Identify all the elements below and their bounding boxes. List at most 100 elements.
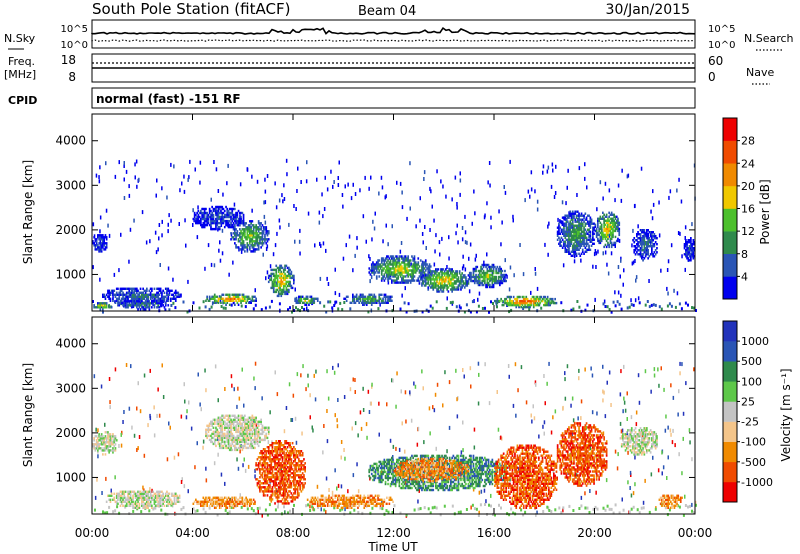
power-echo-cell (614, 241, 617, 245)
power-echo-cell (239, 217, 241, 221)
power-echo-cell (211, 215, 213, 219)
power-scatter-cell (584, 176, 586, 181)
power-echo-cell (453, 286, 456, 289)
power-echo-cell (558, 230, 560, 233)
power-scatter-cell (419, 196, 421, 201)
power-echo-cell (271, 268, 274, 272)
power-echo-cell (600, 231, 603, 235)
velocity-echo-cell (95, 447, 98, 450)
power-echo-cell (237, 238, 240, 241)
power-scatter-cell (330, 169, 332, 174)
power-echo-cell (569, 212, 572, 215)
velocity-echo-cell (105, 441, 108, 444)
power-echo-cell (374, 263, 377, 266)
power-echo-cell (436, 290, 438, 293)
power-echo-cell (202, 211, 205, 215)
power-echo-cell (584, 242, 587, 245)
velocity-scatter-cell (584, 491, 586, 496)
power-echo-cell (406, 259, 408, 262)
power-echo-cell (412, 273, 414, 276)
power-echo-cell (571, 218, 574, 221)
power-echo-cell (94, 240, 97, 243)
power-echo-cell (397, 267, 399, 270)
power-echo-cell (447, 276, 450, 279)
power-echo-cell (394, 273, 397, 276)
power-echo-cell (216, 215, 219, 219)
power-echo-cell (230, 299, 232, 302)
velocity-echo-cell (110, 437, 113, 440)
velocity-echo-cell (157, 494, 159, 497)
power-echo-cell (355, 299, 358, 302)
power-echo-cell (403, 255, 406, 258)
power-echo-cell (246, 297, 249, 300)
power-echo-cell (118, 295, 121, 298)
power-echo-cell (564, 240, 567, 243)
power-echo-cell (520, 299, 523, 303)
velocity-echo-cell (125, 502, 128, 505)
power-scatter-cell (232, 260, 234, 265)
power-echo-cell (403, 281, 406, 284)
power-echo-cell (644, 241, 647, 244)
power-echo-cell (388, 269, 391, 272)
power-echo-cell (570, 212, 573, 215)
velocity-scatter-cell (340, 455, 342, 460)
power-echo-cell (580, 236, 583, 239)
power-echo-cell (576, 242, 579, 245)
velocity-echo-cell (112, 435, 114, 438)
power-echo-cell (553, 301, 555, 305)
power-echo-cell (198, 219, 201, 223)
power-echo-cell (242, 244, 245, 247)
power-ground-cell (496, 305, 498, 309)
velocity-scatter-cell (386, 402, 388, 407)
power-echo-cell (293, 276, 295, 280)
power-echo-cell (226, 207, 229, 211)
power-echo-cell (482, 273, 485, 277)
power-echo-cell (104, 304, 107, 307)
power-scatter-cell (172, 277, 174, 282)
power-echo-cell (280, 274, 283, 278)
power-echo-cell (211, 213, 213, 217)
power-scatter-cell (489, 183, 491, 188)
power-echo-cell (691, 249, 693, 252)
power-echo-cell (569, 230, 572, 233)
power-echo-cell (382, 277, 384, 280)
power-scatter-cell (409, 161, 411, 166)
power-echo-cell (100, 248, 103, 251)
power-echo-cell (502, 277, 505, 281)
power-echo-cell (495, 281, 497, 285)
power-echo-cell (550, 299, 553, 303)
power-echo-cell (279, 292, 281, 296)
velocity-scatter-cell (261, 396, 263, 401)
power-echo-cell (228, 215, 231, 219)
power-echo-cell (125, 291, 128, 294)
power-echo-cell (426, 267, 428, 270)
power-echo-cell (638, 249, 641, 252)
power-echo-cell (580, 244, 583, 247)
power-echo-cell (222, 299, 225, 302)
velocity-scatter-cell (347, 489, 349, 494)
power-echo-cell (245, 238, 247, 241)
power-echo-cell (653, 237, 656, 240)
power-echo-cell (573, 214, 575, 217)
power-echo-cell (399, 267, 402, 270)
power-echo-cell (649, 245, 652, 248)
power-echo-cell (399, 263, 402, 266)
power-echo-cell (602, 233, 604, 237)
power-echo-cell (280, 270, 283, 274)
velocity-scatter-cell (187, 489, 189, 494)
power-scatter-cell (478, 291, 481, 296)
velocity-echo-cell (144, 494, 147, 497)
power-echo-cell (210, 297, 212, 300)
power-echo-cell (225, 223, 227, 227)
power-echo-cell (610, 237, 613, 241)
power-echo-cell (613, 225, 615, 228)
power-echo-cell (688, 251, 691, 254)
power-echo-cell (504, 269, 506, 273)
power-echo-cell (580, 224, 583, 227)
power-echo-cell (638, 233, 641, 236)
power-echo-cell (235, 299, 237, 302)
power-echo-cell (571, 230, 574, 233)
velocity-ground-cell (417, 507, 420, 511)
power-echo-cell (221, 207, 224, 211)
velocity-echo-cell (148, 496, 151, 499)
